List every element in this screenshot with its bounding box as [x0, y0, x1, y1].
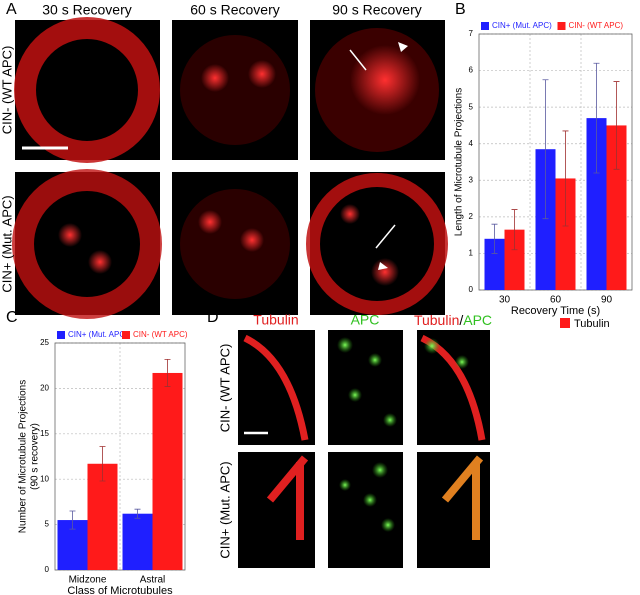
panel-label: D: [207, 309, 219, 326]
y-tick-label: 7: [469, 29, 474, 38]
column-label: 30 s Recovery: [42, 2, 131, 18]
label-part: Tubulin: [414, 312, 459, 328]
y-axis-label: (90 s recovery): [30, 423, 41, 490]
error-bar: [613, 81, 620, 170]
legend-label: CIN- (WT APC): [569, 21, 624, 30]
column-label: Tubulin: [253, 312, 298, 328]
y-tick-label: 15: [40, 429, 49, 438]
y-tick-label: 1: [469, 249, 474, 258]
error-bar: [99, 446, 106, 482]
micrographs-a: [12, 17, 448, 319]
y-tick-label: 20: [40, 384, 49, 393]
legend-label: CIN+ (Mut. APC): [492, 21, 552, 30]
x-axis-label: Recovery Time (s): [511, 305, 600, 317]
y-axis-label: Length of Microtubule Projections: [454, 88, 465, 236]
bar: [606, 125, 627, 290]
panel-label: A: [6, 1, 17, 18]
y-tick-label: 2: [469, 212, 474, 221]
error-bar: [542, 79, 549, 220]
y-axis-label: Number of Microtubule Projections: [18, 380, 29, 533]
label-part: APC: [463, 312, 492, 328]
bar: [504, 229, 525, 290]
y-tick-label: 0: [469, 285, 474, 294]
y-tick-label: 4: [469, 139, 474, 148]
column-label: 90 s Recovery: [332, 2, 421, 18]
legend-swatch: [560, 318, 570, 328]
legend-label: CIN- (WT APC): [133, 330, 188, 339]
error-bar: [491, 223, 498, 254]
error-bar: [562, 130, 569, 227]
row-label: CIN+ (Mut. APC): [0, 195, 14, 292]
panel-label: B: [455, 1, 466, 18]
legend-label: CIN+ (Mut. APC): [68, 330, 128, 339]
legend-swatch: [481, 22, 489, 30]
bar: [555, 178, 576, 290]
bar: [535, 149, 556, 290]
micrographs-d: [238, 330, 490, 568]
row-label: CIN- (WT APC): [0, 46, 14, 135]
panel-label: C: [6, 309, 18, 326]
y-tick-label: 10: [40, 474, 49, 483]
error-bar: [593, 62, 600, 174]
bar: [586, 118, 607, 290]
column-label: Tubulin/APC: [414, 312, 492, 328]
x-tick-label: 90: [601, 295, 613, 306]
x-tick-label: Midzone: [69, 575, 107, 586]
row-label: CIN- (WT APC): [217, 344, 232, 433]
legend-label: Tubulin: [574, 318, 610, 330]
column-label: APC: [351, 312, 380, 328]
y-tick-label: 5: [469, 102, 474, 111]
y-tick-label: 6: [469, 66, 474, 75]
bar: [484, 238, 505, 290]
row-label: CIN+ (Mut. APC): [217, 461, 232, 558]
bar: [122, 513, 153, 570]
error-bar: [134, 508, 141, 519]
x-tick-label: 30: [499, 295, 511, 306]
y-tick-label: 25: [40, 338, 49, 347]
column-label: 60 s Recovery: [190, 2, 279, 18]
y-tick-label: 3: [469, 175, 474, 184]
bar: [152, 372, 183, 570]
bar: [87, 463, 118, 570]
label-part: /: [459, 312, 463, 328]
x-tick-label: 60: [550, 295, 562, 306]
legend-swatch: [122, 331, 130, 339]
error-bar: [69, 510, 76, 530]
legend-swatch: [557, 22, 566, 30]
error-bar: [511, 209, 518, 251]
error-bar: [164, 358, 171, 387]
legend-swatch: [57, 331, 65, 339]
y-tick-label: 5: [45, 520, 50, 529]
plot-frame: [54, 342, 186, 571]
x-axis-label: Class of Microtubules: [67, 585, 173, 595]
y-tick-label: 0: [45, 565, 50, 574]
x-tick-label: Astral: [140, 575, 166, 586]
